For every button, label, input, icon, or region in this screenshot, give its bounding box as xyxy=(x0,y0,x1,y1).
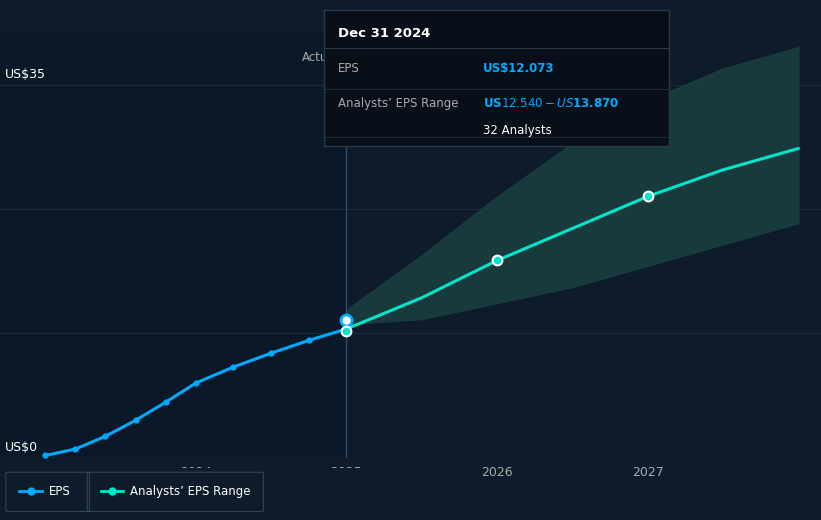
Text: US$12.073: US$12.073 xyxy=(483,62,554,75)
Bar xyxy=(346,31,821,458)
Text: US$0: US$0 xyxy=(5,441,38,454)
Text: Analysts’ EPS Range: Analysts’ EPS Range xyxy=(338,97,459,110)
Text: 32 Analysts: 32 Analysts xyxy=(483,124,552,137)
Text: Analysts’ EPS Range: Analysts’ EPS Range xyxy=(131,485,250,498)
Text: EPS: EPS xyxy=(338,62,360,75)
Text: EPS: EPS xyxy=(49,485,71,498)
Text: US$35: US$35 xyxy=(5,68,45,81)
Text: US$12.540 - US$13.870: US$12.540 - US$13.870 xyxy=(483,97,619,110)
Text: Dec 31 2024: Dec 31 2024 xyxy=(338,27,430,40)
Text: Actual: Actual xyxy=(302,51,339,64)
Text: Analysts Forecasts: Analysts Forecasts xyxy=(354,51,464,64)
Bar xyxy=(0,31,346,458)
